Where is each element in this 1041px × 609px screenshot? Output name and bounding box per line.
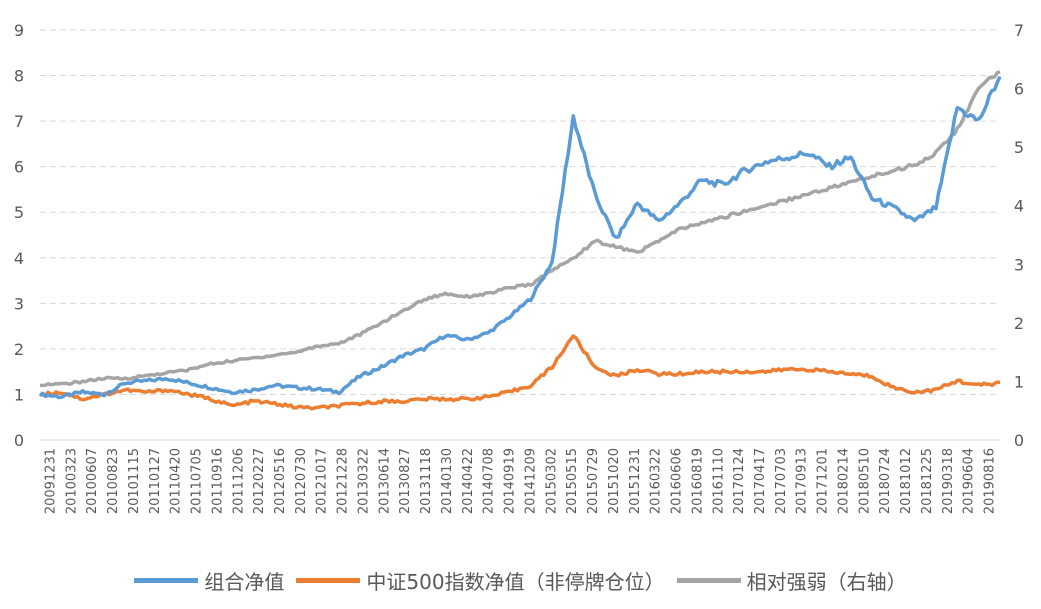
x-tick-label: 20120516 xyxy=(273,448,288,514)
y-left-tick-label: 3 xyxy=(14,294,24,313)
y-right-tick-label: 6 xyxy=(1014,80,1024,99)
y-left-tick-label: 9 xyxy=(14,21,24,40)
x-tick-label: 20130322 xyxy=(356,448,371,514)
x-tick-label: 20100607 xyxy=(85,448,100,514)
legend-label-index: 中证500指数净值（非停牌仓位） xyxy=(366,569,665,594)
right-axis-ticks: 0 1 2 3 4 5 6 7 xyxy=(1014,21,1024,450)
legend-item-relative: 相对强弱（右轴） xyxy=(676,566,907,595)
y-right-tick-label: 1 xyxy=(1014,372,1024,391)
x-tick-label: 20120227 xyxy=(252,448,267,514)
series-line-1 xyxy=(39,334,1001,411)
x-tick-label: 20121017 xyxy=(315,448,330,514)
y-right-tick-label: 7 xyxy=(1014,21,1024,40)
x-tick-label: 20170417 xyxy=(753,448,768,514)
gridlines xyxy=(40,29,1000,441)
legend: 组合净值 中证500指数净值（非停牌仓位） 相对强弱（右轴） xyxy=(0,560,1041,600)
x-tick-label: 20150302 xyxy=(544,448,559,514)
x-tick-label: 20181012 xyxy=(899,448,914,514)
x-tick-label: 20110916 xyxy=(210,448,225,514)
x-tick-label: 20121228 xyxy=(336,448,351,514)
y-right-tick-label: 0 xyxy=(1014,431,1024,450)
legend-label-relative: 相对强弱（右轴） xyxy=(746,569,907,594)
x-tick-label: 20141209 xyxy=(523,448,538,514)
x-tick-label: 20151020 xyxy=(607,448,622,514)
x-tick-label: 20161110 xyxy=(711,448,726,514)
y-right-tick-label: 2 xyxy=(1014,314,1024,333)
y-left-tick-label: 1 xyxy=(14,385,24,404)
x-tick-label: 20111206 xyxy=(231,448,246,514)
legend-item-index: 中证500指数净值（非停牌仓位） xyxy=(296,566,665,595)
x-tick-label: 20180724 xyxy=(878,448,893,514)
x-tick-label: 20110420 xyxy=(169,448,184,514)
x-tick-label: 20181225 xyxy=(920,448,935,514)
x-tick-label: 20150515 xyxy=(565,448,580,514)
x-tick-label: 20091231 xyxy=(43,448,58,514)
x-tick-label: 20190318 xyxy=(941,448,956,514)
y-left-tick-label: 6 xyxy=(14,158,24,177)
series-line-0 xyxy=(38,75,1002,400)
left-axis-ticks: 0 1 2 3 4 5 6 7 8 9 xyxy=(14,21,24,450)
x-tick-label: 20170913 xyxy=(795,448,810,514)
y-left-tick-label: 4 xyxy=(14,249,24,268)
x-tick-label: 20140708 xyxy=(482,448,497,514)
x-tick-label: 20110127 xyxy=(148,448,163,514)
x-tick-label: 20170124 xyxy=(732,448,747,514)
y-left-tick-label: 2 xyxy=(14,340,24,359)
legend-label-portfolio: 组合净值 xyxy=(204,569,285,594)
x-tick-label: 20100323 xyxy=(64,448,79,514)
x-tick-label: 20170703 xyxy=(774,448,789,514)
series-lines xyxy=(38,70,1002,411)
series-line-2 xyxy=(40,70,1001,388)
x-tick-label: 20130827 xyxy=(398,448,413,514)
x-tick-label: 20140919 xyxy=(503,448,518,514)
x-tick-label: 20100823 xyxy=(106,448,121,514)
x-tick-label: 20140422 xyxy=(461,448,476,514)
x-tick-label: 20151231 xyxy=(628,448,643,514)
x-tick-label: 20120730 xyxy=(294,448,309,514)
x-tick-label: 20171201 xyxy=(816,448,831,514)
legend-swatch-portfolio xyxy=(134,577,199,583)
x-tick-label: 20131118 xyxy=(419,448,434,514)
legend-item-portfolio: 组合净值 xyxy=(134,566,284,595)
y-left-tick-label: 7 xyxy=(14,112,24,131)
x-tick-label: 20130614 xyxy=(377,448,392,514)
x-tick-label: 20101115 xyxy=(127,448,142,514)
x-tick-label: 20110705 xyxy=(190,448,205,514)
y-right-tick-label: 5 xyxy=(1014,138,1024,157)
legend-swatch-index xyxy=(296,577,361,583)
x-tick-label: 20160819 xyxy=(690,448,705,514)
y-left-tick-label: 0 xyxy=(14,431,24,450)
y-left-tick-label: 8 xyxy=(14,67,24,86)
y-left-tick-label: 5 xyxy=(14,203,24,222)
x-tick-label: 20190816 xyxy=(983,448,998,514)
legend-swatch-relative xyxy=(676,577,741,583)
x-tick-label: 20150729 xyxy=(586,448,601,514)
x-tick-label: 20190604 xyxy=(962,448,977,514)
x-tick-label: 20180214 xyxy=(836,448,851,514)
line-chart: 0 1 2 3 4 5 6 7 8 9 0 1 2 3 4 5 6 7 20091231 20100323 2010… xyxy=(14,21,1024,514)
x-tick-label: 20140130 xyxy=(440,448,455,514)
x-tick-label: 20180510 xyxy=(857,448,872,514)
x-axis: 20091231 20100323 20100607 20100823 20101115… xyxy=(43,448,997,514)
y-right-tick-label: 4 xyxy=(1014,197,1024,216)
x-tick-label: 20160606 xyxy=(670,448,685,514)
x-tick-label: 20160322 xyxy=(649,448,664,514)
y-right-tick-label: 3 xyxy=(1014,255,1024,274)
